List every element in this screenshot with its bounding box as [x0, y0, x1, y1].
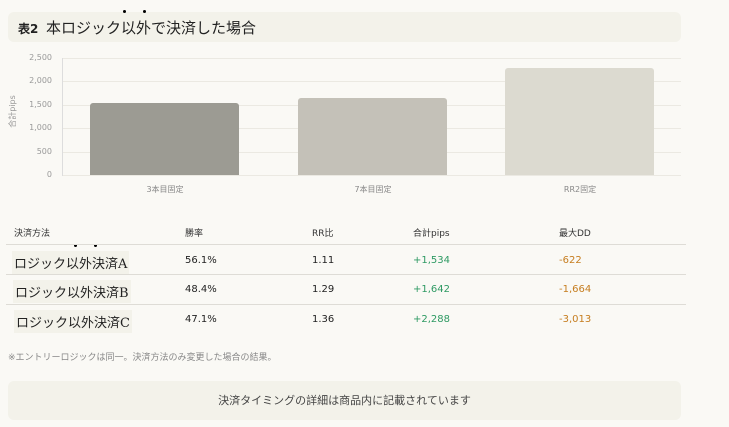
- column-header: 勝率: [185, 229, 204, 239]
- bar-2: [298, 98, 447, 175]
- table-cell: 1.29: [312, 284, 335, 295]
- method-name: ロジック以外決済B: [13, 280, 131, 303]
- table-title-box: 表2 本ロジック以外で決済した場合: [8, 12, 681, 42]
- y-tick-label: 0: [46, 170, 52, 179]
- info-banner: 決済タイミングの詳細は商品内に記載されています: [8, 381, 681, 420]
- table-cell: +1,534: [413, 255, 451, 266]
- bar-3: [505, 67, 654, 175]
- emphasis-dot: [94, 244, 97, 247]
- row-divider: [6, 274, 686, 275]
- column-header: 決済方法: [14, 229, 51, 239]
- row-divider: [6, 304, 686, 305]
- table-number: 表2: [18, 22, 39, 36]
- emphasis-dot: [123, 10, 126, 13]
- gridline: [62, 58, 681, 59]
- y-tick-label: 1,500: [29, 99, 52, 109]
- x-tick-label: RR2固定: [563, 185, 597, 194]
- table-cell: 48.4%: [185, 284, 217, 295]
- x-tick-label: 3本目固定: [146, 185, 184, 194]
- y-tick-label: 2,500: [29, 53, 52, 62]
- row-divider: [6, 244, 686, 245]
- column-header: 合計pips: [413, 229, 450, 239]
- y-axis: [62, 58, 63, 176]
- gridline: [62, 81, 681, 83]
- table-cell: +2,288: [413, 314, 451, 325]
- gridline: [62, 175, 681, 176]
- footnote: ※エントリーロジックは同一。決済方法のみ変更した場合の結果。: [8, 353, 277, 363]
- bar-1: [90, 103, 239, 175]
- column-header: 最大DD: [559, 229, 591, 239]
- y-tick-label: 2,000: [29, 76, 52, 86]
- x-tick-label: 7本目固定: [354, 185, 392, 194]
- y-tick-label: 1,000: [29, 123, 52, 133]
- table-cell: 47.1%: [185, 314, 217, 325]
- table-cell: -622: [559, 255, 582, 266]
- emphasis-dot: [143, 10, 146, 13]
- table-title: 本ロジック以外で決済した場合: [46, 19, 257, 37]
- table-cell: -1,664: [559, 284, 592, 295]
- table-cell: 1.36: [312, 314, 335, 325]
- table-cell: 1.11: [312, 255, 335, 266]
- column-header: RR比: [312, 229, 334, 239]
- y-tick-label: 500: [36, 146, 52, 156]
- method-name: ロジック以外決済A: [12, 251, 130, 274]
- table-cell: 56.1%: [185, 255, 217, 266]
- method-name: ロジック以外決済C: [14, 310, 132, 333]
- table-cell: -3,013: [559, 314, 592, 325]
- table-cell: +1,642: [413, 284, 451, 295]
- emphasis-dot: [74, 244, 77, 247]
